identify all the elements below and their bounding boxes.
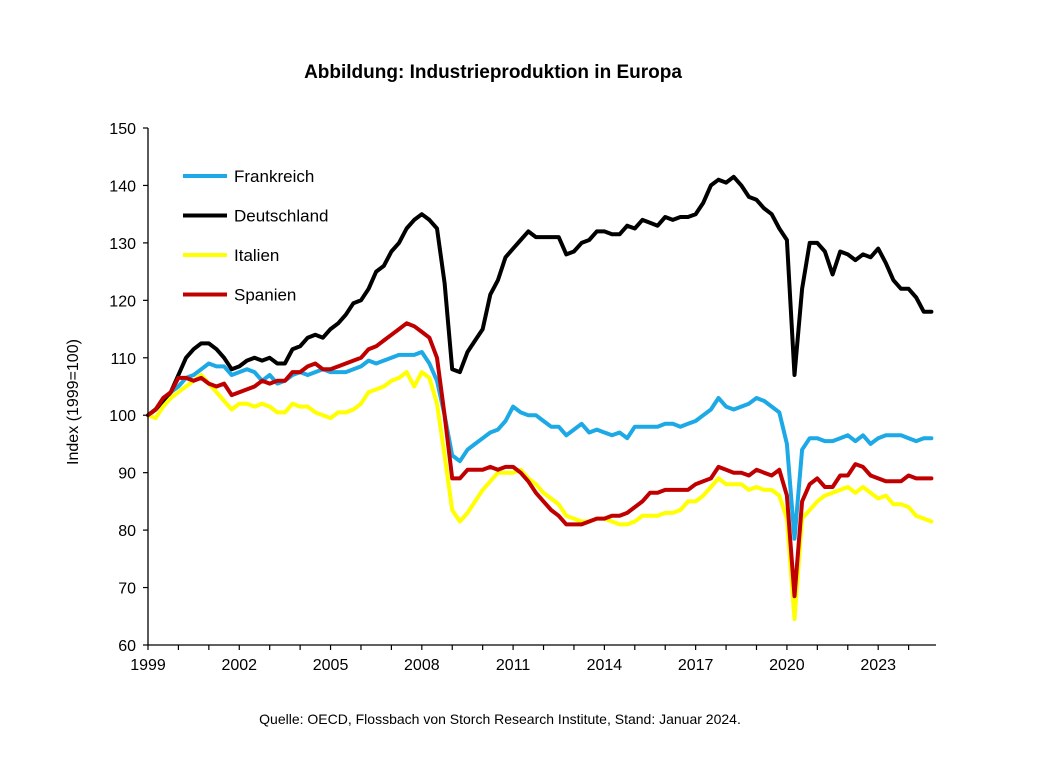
series-line-frankreich: [146, 350, 934, 541]
y-tick-label: 110: [110, 351, 136, 368]
series-line-spanien: [146, 321, 934, 599]
legend-item-frankreich: Frankreich: [183, 167, 314, 186]
y-tick-label: 90: [118, 466, 136, 483]
y-tick-label: 130: [109, 236, 136, 253]
x-tick-label: 2008: [404, 657, 440, 674]
y-tick-label: 100: [109, 408, 136, 425]
y-tick-label: 120: [109, 293, 136, 310]
y-tick-label: 70: [118, 581, 136, 598]
y-tick-label: 80: [118, 523, 136, 540]
x-tick-label: 2023: [860, 657, 896, 674]
legend: Frankreich Deutschland Italien Spanien: [183, 167, 329, 305]
x-tick-label: 2020: [769, 657, 805, 674]
y-tick-label: 60: [118, 638, 136, 655]
series-line-deutschland: [146, 174, 934, 418]
legend-label: Italien: [234, 246, 279, 265]
y-axis-title: Index (1999=100): [65, 339, 82, 465]
y-tick-label: 150: [109, 121, 136, 138]
legend-label: Deutschland: [234, 207, 329, 226]
source-note: Quelle: OECD, Flossbach von Storch Resea…: [259, 711, 741, 727]
x-tick-label: 2011: [496, 657, 531, 674]
legend-item-deutschland: Deutschland: [183, 207, 329, 226]
chart-title: Abbildung: Industrieproduktion in Europa: [304, 62, 682, 83]
x-tick-label: 2002: [221, 657, 257, 674]
x-tick-label: 2014: [587, 657, 623, 674]
legend-item-italien: Italien: [183, 246, 279, 265]
y-tick-label: 140: [109, 178, 136, 195]
legend-item-spanien: Spanien: [183, 286, 296, 305]
legend-label: Spanien: [234, 286, 296, 305]
series-layer: [146, 174, 934, 622]
axes: 60 70 80 90 100 110 120 130 140 150 1999 2002 2005 20…: [109, 121, 936, 674]
x-tick-label: 1999: [130, 657, 166, 674]
legend-label: Frankreich: [234, 167, 314, 186]
x-tick-label: 2017: [678, 657, 714, 674]
x-tick-label: 2005: [313, 657, 349, 674]
